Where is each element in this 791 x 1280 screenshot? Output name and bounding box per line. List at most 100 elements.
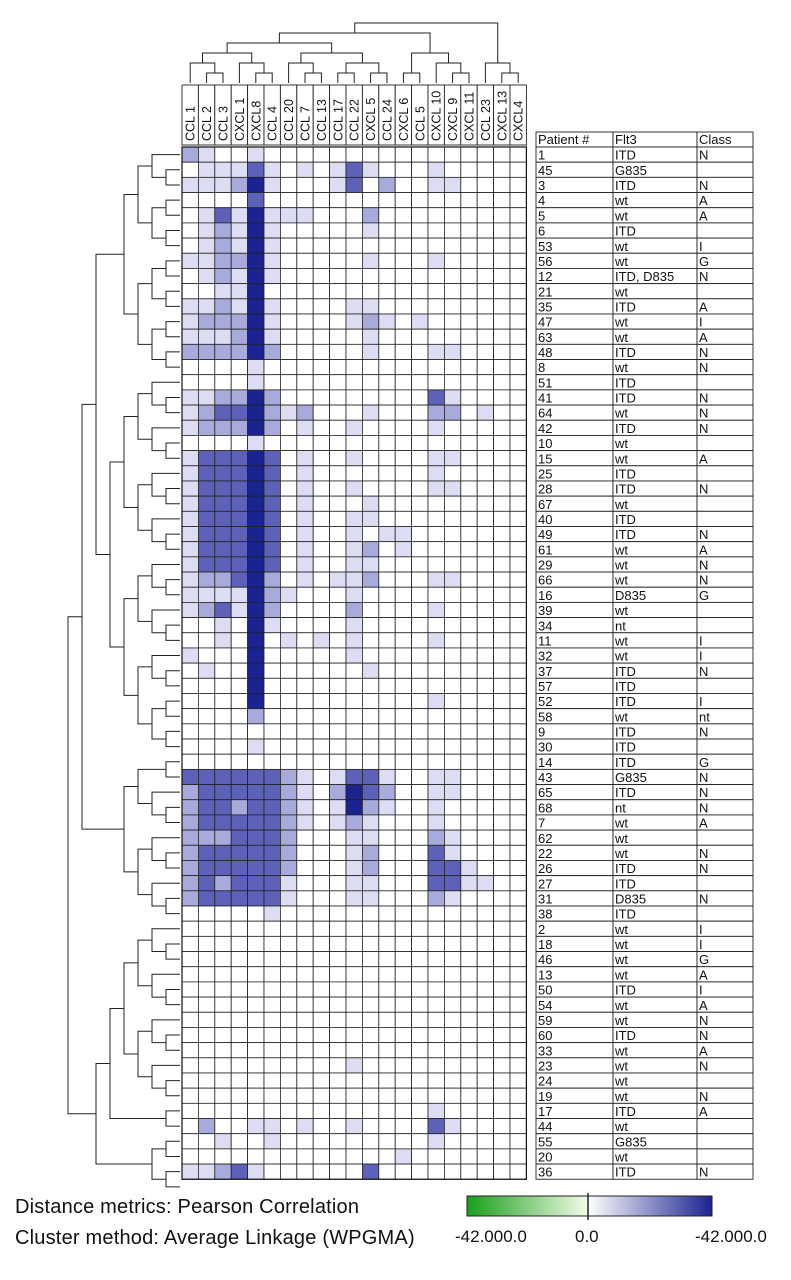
- heatmap-cell: [493, 268, 511, 285]
- heatmap-cell: [296, 951, 314, 968]
- heatmap-cell: [230, 586, 248, 603]
- heatmap-cell: [509, 207, 527, 224]
- heatmap-cell: [345, 662, 363, 679]
- heatmap-cell: [181, 374, 199, 391]
- class-label: A: [699, 208, 708, 223]
- heatmap-cell: [493, 753, 511, 770]
- heatmap-cell: [181, 905, 199, 922]
- flt3-status: wt: [614, 208, 628, 223]
- heatmap-cell: [329, 419, 347, 436]
- heatmap-cell: [230, 1148, 248, 1165]
- heatmap-cell: [361, 844, 380, 861]
- heatmap-cell: [197, 207, 216, 224]
- heatmap-cell: [427, 890, 445, 907]
- heatmap-cell: [214, 996, 232, 1013]
- heatmap-cell: [263, 389, 281, 406]
- heatmap-cell: [329, 966, 347, 983]
- class-label: N: [699, 391, 708, 406]
- column-label: CCL 22: [348, 99, 362, 141]
- heatmap-cell: [476, 465, 495, 482]
- heatmap-cell: [296, 920, 314, 937]
- table-cell: [696, 677, 754, 694]
- heatmap-cell: [361, 571, 380, 588]
- heatmap-cell: [509, 146, 527, 163]
- dendrogram-branch: [137, 575, 152, 622]
- heatmap-cell: [197, 571, 216, 588]
- distance-metric-text: Distance metrics: Pearson Correlation: [15, 1196, 360, 1218]
- heatmap-cell: [230, 404, 248, 421]
- heatmap-cell: [312, 799, 331, 816]
- heatmap-cell: [214, 677, 232, 694]
- heatmap-cell: [509, 313, 527, 330]
- heatmap-cell: [329, 981, 347, 998]
- heatmap-cell: [279, 1057, 298, 1074]
- heatmap-cell: [312, 677, 331, 694]
- heatmap-cell: [443, 161, 462, 178]
- heatmap-cell: [214, 480, 232, 497]
- heatmap-cell: [443, 799, 462, 816]
- dendrogram-branch: [165, 290, 180, 307]
- heatmap-cell: [296, 268, 314, 285]
- heatmap-cell: [509, 1118, 527, 1135]
- patient-id: 59: [538, 1013, 552, 1028]
- heatmap-cell: [394, 207, 413, 224]
- heatmap-cell: [460, 1102, 478, 1119]
- heatmap-cell: [296, 677, 314, 694]
- flt3-status: wt: [614, 1074, 628, 1089]
- dendrogram-branch: [501, 72, 519, 83]
- heatmap-cell: [443, 222, 462, 239]
- heatmap-cell: [493, 844, 511, 861]
- heatmap-cell: [427, 784, 445, 801]
- heatmap-cell: [493, 298, 511, 315]
- heatmap-cell: [460, 176, 478, 193]
- heatmap-cell: [361, 359, 380, 376]
- heatmap-cell: [411, 996, 429, 1013]
- heatmap-cell: [329, 374, 347, 391]
- heatmap-cell: [394, 465, 413, 482]
- heatmap-cell: [427, 359, 445, 376]
- heatmap-cell: [443, 465, 462, 482]
- heatmap-cell: [427, 252, 445, 269]
- heatmap-cell: [312, 1042, 331, 1059]
- heatmap-cell: [460, 860, 478, 877]
- flt3-status: wt: [614, 542, 628, 557]
- heatmap-cell: [263, 192, 281, 209]
- heatmap-cell: [279, 768, 298, 785]
- table-cell: [696, 693, 754, 710]
- heatmap-cell: [296, 708, 314, 725]
- heatmap-cell: [230, 328, 248, 345]
- table-cell: [535, 723, 614, 740]
- heatmap-cell: [443, 192, 462, 209]
- heatmap-cell: [394, 586, 413, 603]
- heatmap-cell: [509, 571, 527, 588]
- heatmap-cell: [361, 222, 380, 239]
- heatmap-cell: [197, 875, 216, 892]
- heatmap-cell: [230, 708, 248, 725]
- heatmap-cell: [509, 738, 527, 755]
- heatmap-cell: [296, 237, 314, 254]
- heatmap-cell: [247, 677, 265, 694]
- heatmap-cell: [476, 1102, 495, 1119]
- heatmap-cell: [312, 814, 331, 831]
- table-cell: [696, 875, 754, 892]
- heatmap-cell: [378, 905, 396, 922]
- heatmap-cell: [279, 192, 298, 209]
- heatmap-cell: [263, 586, 281, 603]
- heatmap-cell: [460, 1011, 478, 1028]
- heatmap-cell: [247, 1027, 265, 1044]
- heatmap-cell: [230, 1163, 248, 1180]
- heatmap-cell: [296, 875, 314, 892]
- heatmap-cell: [296, 222, 314, 239]
- flt3-status: ITD: [615, 907, 636, 922]
- heatmap-cell: [312, 1027, 331, 1044]
- heatmap-cell: [460, 905, 478, 922]
- dendrogram-branch: [95, 253, 124, 555]
- heatmap-cell: [279, 571, 298, 588]
- heatmap-cell: [443, 905, 462, 922]
- dendrogram-branch: [165, 579, 180, 596]
- heatmap-cell: [378, 298, 396, 315]
- heatmap-cell: [329, 662, 347, 679]
- heatmap-cell: [460, 268, 478, 285]
- heatmap-cell: [493, 632, 511, 649]
- dendrogram-branch: [109, 1007, 166, 1120]
